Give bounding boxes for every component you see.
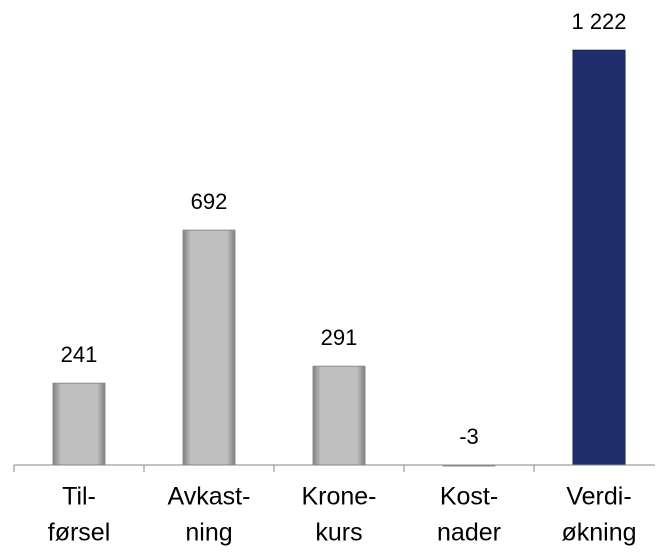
x-tick-label: økning [561, 519, 636, 547]
bar [52, 382, 106, 466]
value-label: -3 [459, 424, 479, 449]
x-tick-label: Avkast- [168, 483, 251, 511]
value-label: 291 [321, 325, 358, 350]
x-tick-label: Kost- [440, 483, 498, 511]
x-tick-label: Verdi- [566, 483, 631, 511]
bar [572, 49, 626, 466]
x-tick-label: ning [185, 519, 232, 547]
bar [312, 365, 366, 466]
x-tick-label: Til- [62, 483, 96, 511]
bar [182, 229, 236, 466]
x-tick-label: førsel [48, 519, 111, 547]
value-label: 1 222 [571, 9, 626, 34]
value-label: 692 [191, 189, 228, 214]
x-tick-label: Krone- [301, 483, 376, 511]
value-label: 241 [61, 342, 98, 367]
x-tick-label: kurs [315, 519, 362, 547]
x-tick-label: nader [437, 519, 501, 547]
